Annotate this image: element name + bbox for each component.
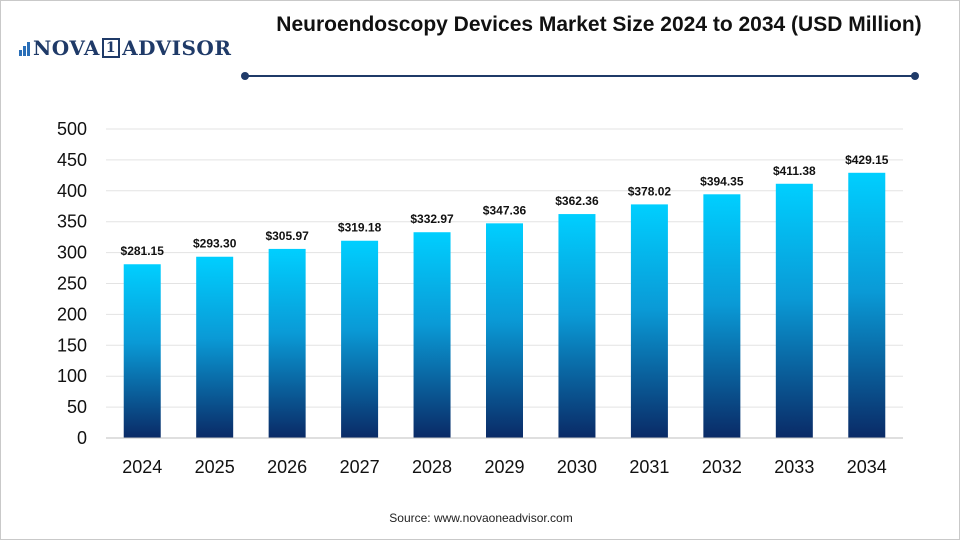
x-tick-label-2025: 2025 [195,457,235,477]
y-tick-label: 50 [67,397,87,417]
bars [123,172,886,439]
x-tick-label-2030: 2030 [557,457,597,477]
value-label-2030: $362.36 [555,194,599,208]
x-tick-label-2024: 2024 [122,457,162,477]
value-label-2033: $411.38 [773,164,816,178]
logo-text-left: NOVA [33,36,100,60]
value-label-2028: $332.97 [410,212,454,226]
brand-logo: NOVA 1 ADVISOR [19,34,231,62]
x-tick-label-2029: 2029 [484,457,524,477]
y-tick-label: 250 [57,274,87,294]
y-tick-label: 150 [57,335,87,355]
x-tick-label-2033: 2033 [774,457,814,477]
x-tick-label-2026: 2026 [267,457,307,477]
y-tick-label: 100 [57,366,87,386]
y-axis-ticks: 0 50 100 150 200 250 300 350 400 450 500 [57,119,87,448]
x-tick-label-2034: 2034 [847,457,887,477]
logo-bars-icon [19,40,31,56]
y-tick-label: 0 [77,428,87,448]
value-label-2024: $281.15 [121,244,165,258]
bar-2029 [486,223,523,438]
value-label-2034: $429.15 [845,153,889,167]
bar-value-labels: $281.15 $293.30 $305.97 $319.18 $332.97 $347.… [121,153,889,258]
bar-2027 [341,240,379,438]
bar-2033 [775,183,813,438]
y-tick-label: 400 [57,181,87,201]
y-tick-label: 350 [57,212,87,232]
bar-2030 [558,214,596,438]
x-tick-label-2027: 2027 [340,457,380,477]
value-label-2026: $305.97 [265,229,309,243]
bar-2031 [630,204,668,438]
bar-2028 [413,232,451,438]
value-label-2027: $319.18 [338,221,382,235]
bar-2032 [703,194,741,438]
logo-number: 1 [101,38,121,58]
x-tick-label-2031: 2031 [629,457,669,477]
chart-title: Neuroendoscopy Devices Market Size 2024 … [276,13,922,36]
source-note: Source: www.novaoneadvisor.com [389,511,573,525]
x-axis-ticks: 2024 2025 2026 2027 2028 2029 2030 2031 2032 2033… [122,457,887,477]
bar-2024 [123,264,161,438]
y-tick-label: 500 [57,119,87,139]
bar-2026 [268,248,306,438]
value-label-2029: $347.36 [483,203,527,217]
value-label-2025: $293.30 [193,237,237,251]
x-tick-label-2032: 2032 [702,457,742,477]
y-tick-label: 300 [57,243,87,263]
title-underline-left-dot [241,72,249,80]
y-tick-label: 200 [57,304,87,324]
x-tick-label-2028: 2028 [412,457,452,477]
y-tick-label: 450 [57,150,87,170]
value-label-2031: $378.02 [628,184,672,198]
bar-2025 [196,256,234,438]
value-label-2032: $394.35 [700,174,744,188]
title-underline-right-dot [911,72,919,80]
bar-2034 [848,172,886,439]
logo-text-right: ADVISOR [122,36,232,60]
title-underline [241,72,919,80]
